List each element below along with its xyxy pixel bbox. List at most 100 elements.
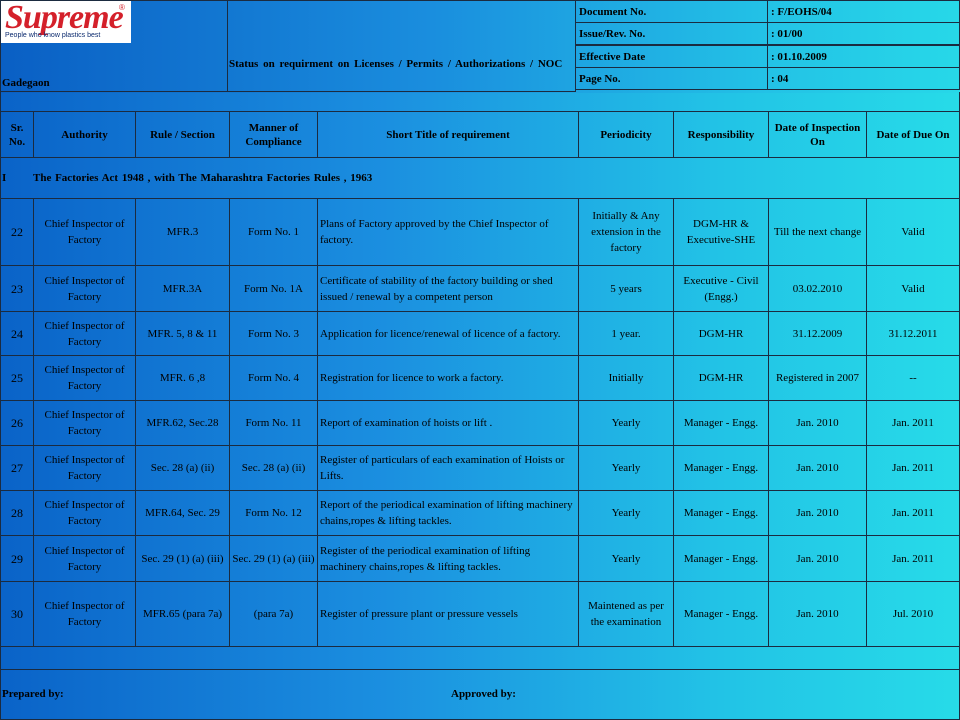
table-cell-authority: Chief Inspector of Factory [33,400,136,446]
table-cell-periodicity: Yearly [578,400,674,446]
table-cell-inspection: Jan. 2010 [768,490,867,536]
column-header: Rule / Section [135,111,230,158]
document-title: Status on requirment on Licenses / Permi… [229,58,563,70]
meta-label: Page No. [575,67,768,90]
column-header: Periodicity [578,111,674,158]
column-header: Manner of Compliance [229,111,318,158]
table-cell-responsibility: Manager - Engg. [673,581,769,647]
table-cell-title: Register of the periodical examination o… [317,535,579,582]
table-cell-responsibility: Manager - Engg. [673,400,769,446]
table-cell-due: -- [866,355,960,401]
location-label: Gadegaon [2,77,50,89]
table-cell-inspection: Jan. 2010 [768,400,867,446]
table-cell-sr: 27 [0,445,34,491]
logo-wordmark: Supreme [5,0,124,36]
table-cell-manner: Form No. 3 [229,311,318,356]
table-cell-periodicity: Initially & Any extension in the factory [578,198,674,266]
table-cell-periodicity: Initially [578,355,674,401]
table-cell-inspection: Registered in 2007 [768,355,867,401]
column-header: Sr. No. [0,111,34,158]
column-header: Date of Inspection On [768,111,867,158]
table-cell-authority: Chief Inspector of Factory [33,198,136,266]
header-title-cell [227,0,576,92]
table-cell-responsibility: DGM-HR & Executive-SHE [673,198,769,266]
table-cell-title: Application for licence/renewal of licen… [317,311,579,356]
table-cell-rule: MFR.64, Sec. 29 [135,490,230,536]
table-cell-periodicity: Yearly [578,490,674,536]
table-cell-sr: 24 [0,311,34,356]
table-cell-due: Jan. 2011 [866,400,960,446]
table-cell-due: Jan. 2011 [866,490,960,536]
table-cell-rule: MFR. 5, 8 & 11 [135,311,230,356]
table-cell-responsibility: Manager - Engg. [673,490,769,536]
table-cell-title: Certificate of stability of the factory … [317,265,579,312]
column-header: Date of Due On [866,111,960,158]
table-cell-manner: Form No. 11 [229,400,318,446]
table-cell-periodicity: 1 year. [578,311,674,356]
table-cell-due: Jul. 2010 [866,581,960,647]
table-cell-manner: Form No. 4 [229,355,318,401]
registered-mark: ® [119,3,125,12]
meta-value: : 01/00 [767,22,960,45]
table-cell-periodicity: Maintened as per the examination [578,581,674,647]
table-cell-manner: Form No. 12 [229,490,318,536]
table-cell-sr: 28 [0,490,34,536]
table-cell-title: Register of pressure plant or pressure v… [317,581,579,647]
document-header [0,0,960,93]
table-cell-inspection: Till the next change [768,198,867,266]
meta-label: Issue/Rev. No. [575,22,768,45]
spacer-row-bottom [0,646,960,670]
prepared-by-label: Prepared by: [2,688,64,700]
table-cell-sr: 30 [0,581,34,647]
table-cell-responsibility: Manager - Engg. [673,445,769,491]
table-cell-manner: (para 7a) [229,581,318,647]
approved-by-label: Approved by: [451,688,516,700]
table-cell-due: Jan. 2011 [866,445,960,491]
table-cell-sr: 29 [0,535,34,582]
table-cell-due: Jan. 2011 [866,535,960,582]
table-cell-authority: Chief Inspector of Factory [33,581,136,647]
table-cell-due: Valid [866,198,960,266]
table-cell-authority: Chief Inspector of Factory [33,355,136,401]
meta-value: : 04 [767,67,960,90]
table-cell-inspection: Jan. 2010 [768,445,867,491]
table-cell-periodicity: Yearly [578,535,674,582]
section-number: I [2,172,7,184]
table-cell-sr: 23 [0,265,34,312]
table-cell-rule: MFR.3A [135,265,230,312]
meta-label: Effective Date [575,45,768,68]
table-cell-rule: MFR. 6 ,8 [135,355,230,401]
column-header: Authority [33,111,136,158]
table-cell-inspection: 31.12.2009 [768,311,867,356]
table-cell-responsibility: DGM-HR [673,311,769,356]
table-cell-due: 31.12.2011 [866,311,960,356]
table-cell-periodicity: Yearly [578,445,674,491]
table-cell-title: Report of examination of hoists or lift … [317,400,579,446]
table-cell-inspection: 03.02.2010 [768,265,867,312]
table-cell-due: Valid [866,265,960,312]
column-header: Responsibility [673,111,769,158]
table-cell-rule: Sec. 28 (a) (ii) [135,445,230,491]
logo-tagline: People who know plastics best [5,32,101,39]
table-cell-responsibility: Manager - Engg. [673,535,769,582]
table-cell-periodicity: 5 years [578,265,674,312]
section-title: The Factories Act 1948 , with The Mahara… [33,172,373,184]
table-cell-authority: Chief Inspector of Factory [33,490,136,536]
table-cell-responsibility: DGM-HR [673,355,769,401]
table-cell-rule: MFR.65 (para 7a) [135,581,230,647]
table-cell-manner: Sec. 29 (1) (a) (iii) [229,535,318,582]
table-cell-authority: Chief Inspector of Factory [33,445,136,491]
table-cell-inspection: Jan. 2010 [768,535,867,582]
table-cell-manner: Sec. 28 (a) (ii) [229,445,318,491]
table-cell-rule: MFR.62, Sec.28 [135,400,230,446]
table-cell-manner: Form No. 1A [229,265,318,312]
table-cell-inspection: Jan. 2010 [768,581,867,647]
spacer-row [0,92,960,112]
table-cell-manner: Form No. 1 [229,198,318,266]
table-cell-authority: Chief Inspector of Factory [33,311,136,356]
table-cell-sr: 22 [0,198,34,266]
table-cell-sr: 25 [0,355,34,401]
table-cell-sr: 26 [0,400,34,446]
table-cell-rule: Sec. 29 (1) (a) (iii) [135,535,230,582]
table-cell-responsibility: Executive - Civil (Engg.) [673,265,769,312]
